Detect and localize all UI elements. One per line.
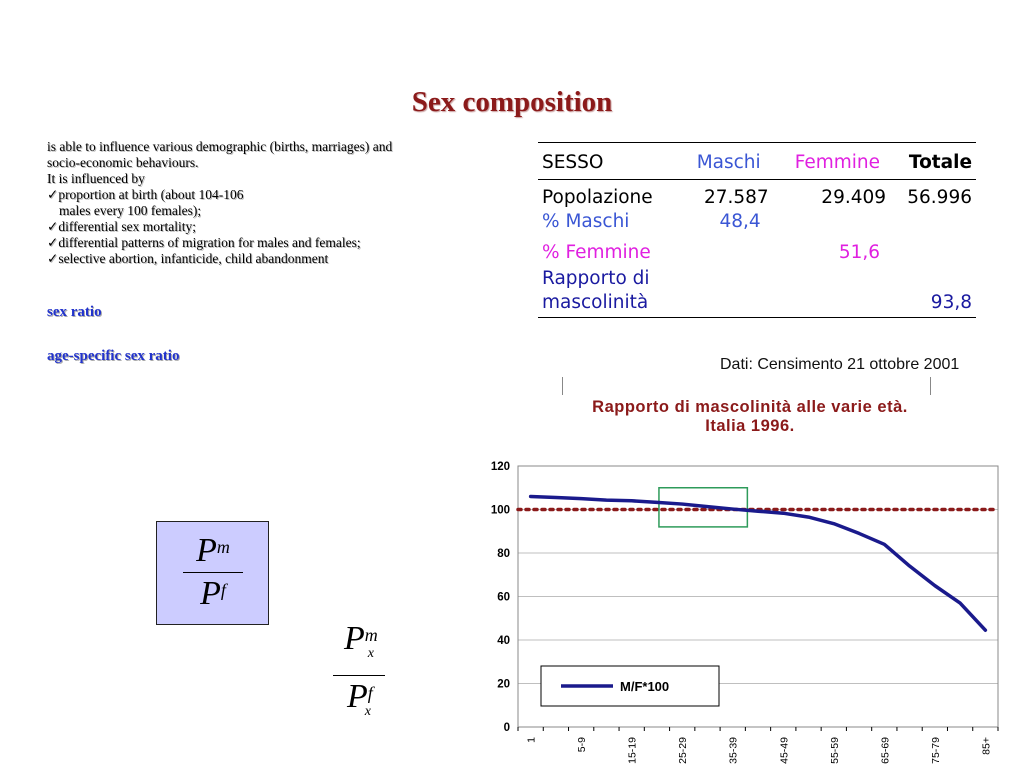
y-tick-label: 40	[497, 635, 510, 647]
header-maschi: Maschi	[678, 142, 773, 180]
x-tick-label: 85+	[980, 737, 992, 755]
checkmark-icon: ✓	[47, 187, 59, 202]
y-tick-label: 60	[497, 592, 510, 604]
cell-empty	[890, 265, 976, 291]
cell-empty	[678, 234, 773, 265]
cell-popolazione-totale: 56.996	[907, 187, 972, 208]
plot-area	[517, 465, 999, 728]
row-label-popolazione: Popolazione	[542, 187, 653, 208]
bullet-continuation: males every 100 females);	[59, 203, 202, 218]
formula-denominator: Pfx	[333, 678, 385, 731]
numerator-symbol: P	[196, 532, 217, 569]
cell-empty	[773, 265, 890, 291]
table-row: Rapporto di	[538, 265, 976, 291]
row-label-perc-femmine: % Femmine	[542, 242, 651, 263]
y-tick-label: 80	[497, 548, 510, 560]
table-row: Popolazione 27.587 29.409 56.996	[538, 180, 976, 211]
y-tick-label: 100	[491, 505, 510, 517]
x-tick-label: 15-19	[627, 737, 639, 764]
data-source: Dati: Censimento 21 ottobre 2001	[720, 356, 960, 373]
denominator-sup: f	[367, 682, 373, 703]
row-label-perc-maschi: % Maschi	[542, 211, 630, 232]
cell-empty	[678, 291, 773, 318]
row-label-rapporto: Rapporto di	[542, 268, 650, 289]
cell-empty	[678, 265, 773, 291]
formula-denominator: Pf	[183, 575, 243, 613]
age-specific-sex-ratio-link[interactable]: age-specific sex ratio	[47, 348, 180, 364]
x-tick-label: 45-49	[778, 737, 790, 764]
highlight-box	[658, 487, 749, 528]
intro-line-1: is able to influence various demographic…	[47, 139, 393, 154]
chart-title: Rapporto di mascolinità alle varie età. …	[512, 398, 988, 436]
row-label-mascolinita: mascolinità	[538, 291, 679, 318]
sex-ratio-age-chart: 0 20 40 60 80 100 120 1 5-9 15-19 25-29 35-39 45-49 5…	[491, 461, 1000, 764]
intro-text: is able to influence various demographic…	[47, 139, 467, 267]
numerator-sub: x	[367, 645, 374, 661]
x-tick-label: 25-29	[677, 737, 689, 764]
fraction-bar	[183, 572, 243, 573]
y-tick-label: 20	[497, 679, 510, 691]
checkmark-icon: ✓	[47, 251, 59, 266]
header-femmine: Femmine	[772, 142, 891, 180]
sex-ratio-formula: Pm Pf	[183, 532, 243, 613]
formula-numerator: Pm	[183, 532, 243, 570]
denominator-symbol: P	[346, 677, 368, 715]
denominator-symbol: P	[200, 575, 221, 612]
denominator-sup: f	[220, 580, 226, 600]
numerator-sup: m	[364, 625, 378, 645]
x-tick-label: 1	[526, 737, 538, 743]
divider-line	[562, 377, 563, 395]
divider-line	[930, 377, 931, 395]
chart-title-line-1: Rapporto di mascolinità alle varie età.	[592, 398, 908, 416]
cell-empty	[890, 234, 976, 265]
cell-empty	[890, 210, 976, 234]
sex-ratio-formula-box: Pm Pf	[156, 521, 269, 625]
header-totale: Totale	[890, 142, 976, 180]
x-tick-label: 55-59	[829, 737, 841, 764]
cell-empty	[773, 210, 890, 234]
census-header-row: SESSO Maschi Femmine Totale	[538, 142, 976, 180]
legend-label: M/F*100	[620, 679, 669, 694]
bullet-text: differential sex mortality;	[58, 219, 197, 234]
bullet-text: differential patterns of migration for m…	[58, 235, 361, 250]
header-sesso: SESSO	[538, 142, 679, 180]
x-tick-label: 35-39	[728, 737, 740, 764]
x-tick-label: 75-79	[930, 737, 942, 764]
bullet-item: ✓proportion at birth (about 104-106	[47, 187, 467, 203]
table-row: % Maschi 48,4	[538, 210, 976, 234]
x-tick-label: 5-9	[576, 737, 588, 752]
chart-title-line-2: Italia 1996.	[705, 417, 795, 435]
y-tick-label: 0	[504, 722, 510, 734]
fraction-bar	[333, 674, 385, 676]
checkmark-icon: ✓	[47, 235, 59, 250]
bullet-item: ✓differential patterns of migration for …	[47, 235, 467, 251]
bullet-item: ✓differential sex mortality;	[47, 219, 467, 235]
y-tick-label: 120	[491, 461, 510, 473]
table-row: mascolinità 93,8	[538, 291, 976, 318]
checkmark-icon: ✓	[47, 219, 59, 234]
age-specific-sex-ratio-formula: Pmx Pfx	[333, 620, 385, 731]
table-row: % Femmine 51,6	[538, 234, 976, 265]
bullet-text: selective abortion, infanticide, child a…	[58, 251, 329, 266]
cell-empty	[772, 291, 891, 318]
numerator-sup: m	[216, 537, 230, 557]
cell-perc-femmine: 51,6	[838, 242, 881, 263]
intro-line-3: It is influenced by	[47, 171, 145, 186]
cell-popolazione-femmine: 29.409	[821, 187, 887, 208]
cell-rapporto-mascolinita: 93,8	[890, 291, 976, 318]
denominator-sub: x	[364, 703, 371, 719]
bullet-text: proportion at birth (about 104-106	[58, 187, 244, 202]
cell-popolazione-maschi: 27.587	[703, 187, 769, 208]
x-tick-label: 65-69	[879, 737, 891, 764]
intro-line-2: socio-economic behaviours.	[47, 155, 199, 170]
census-table: SESSO Maschi Femmine Totale Popolazione …	[538, 142, 976, 318]
series-line-mf	[528, 494, 988, 632]
cell-perc-maschi: 48,4	[719, 211, 761, 232]
sex-ratio-link[interactable]: sex ratio	[47, 304, 102, 320]
bullet-item: ✓selective abortion, infanticide, child …	[47, 251, 467, 267]
numerator-symbol: P	[344, 620, 365, 657]
formula-numerator: Pmx	[333, 620, 385, 673]
slide-title: Sex composition	[411, 86, 613, 118]
